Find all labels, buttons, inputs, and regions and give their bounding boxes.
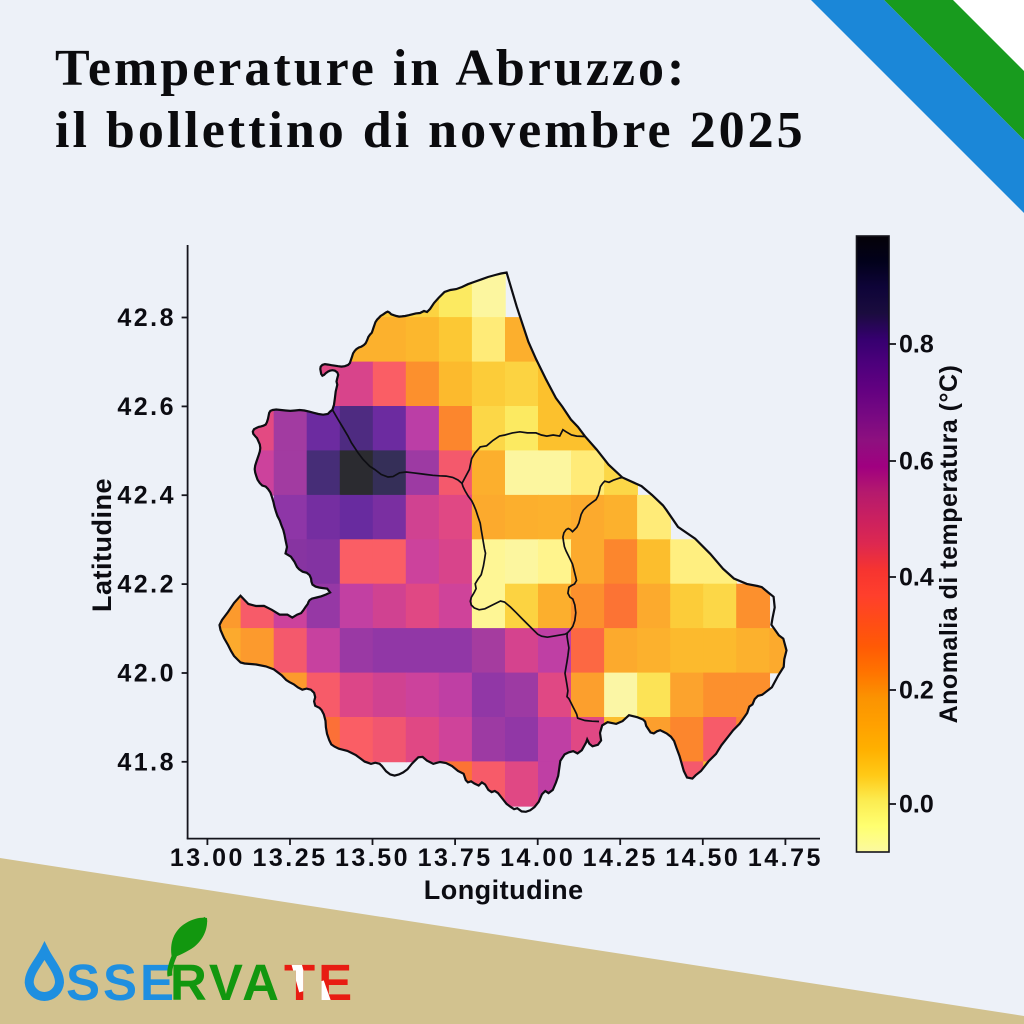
svg-text:Latitudine: Latitudine [87,478,117,612]
svg-text:14.75: 14.75 [748,844,823,872]
svg-text:0.2: 0.2 [899,677,934,705]
svg-text:RVA: RVA [170,954,282,1011]
svg-text:42.4: 42.4 [117,482,176,510]
svg-text:42.6: 42.6 [117,393,176,421]
svg-text:SSE: SSE [66,954,177,1011]
svg-text:13.25: 13.25 [252,844,327,872]
svg-text:13.50: 13.50 [335,844,410,872]
svg-text:42.2: 42.2 [117,571,176,599]
svg-text:41.8: 41.8 [117,748,176,776]
svg-text:14.00: 14.00 [500,844,575,872]
svg-text:Longitudine: Longitudine [424,875,584,905]
svg-text:14.25: 14.25 [583,844,658,872]
svg-text:42.8: 42.8 [117,304,176,332]
svg-text:0.4: 0.4 [899,564,934,592]
svg-text:0.8: 0.8 [899,331,934,359]
svg-text:14.50: 14.50 [665,844,740,872]
svg-text:0.0: 0.0 [899,791,934,819]
svg-text:13.00: 13.00 [170,844,245,872]
svg-text:0.6: 0.6 [899,448,934,476]
svg-text:13.75: 13.75 [418,844,493,872]
svg-text:Anomalia di temperatura (°C): Anomalia di temperatura (°C) [935,365,963,724]
svg-text:42.0: 42.0 [117,660,176,688]
